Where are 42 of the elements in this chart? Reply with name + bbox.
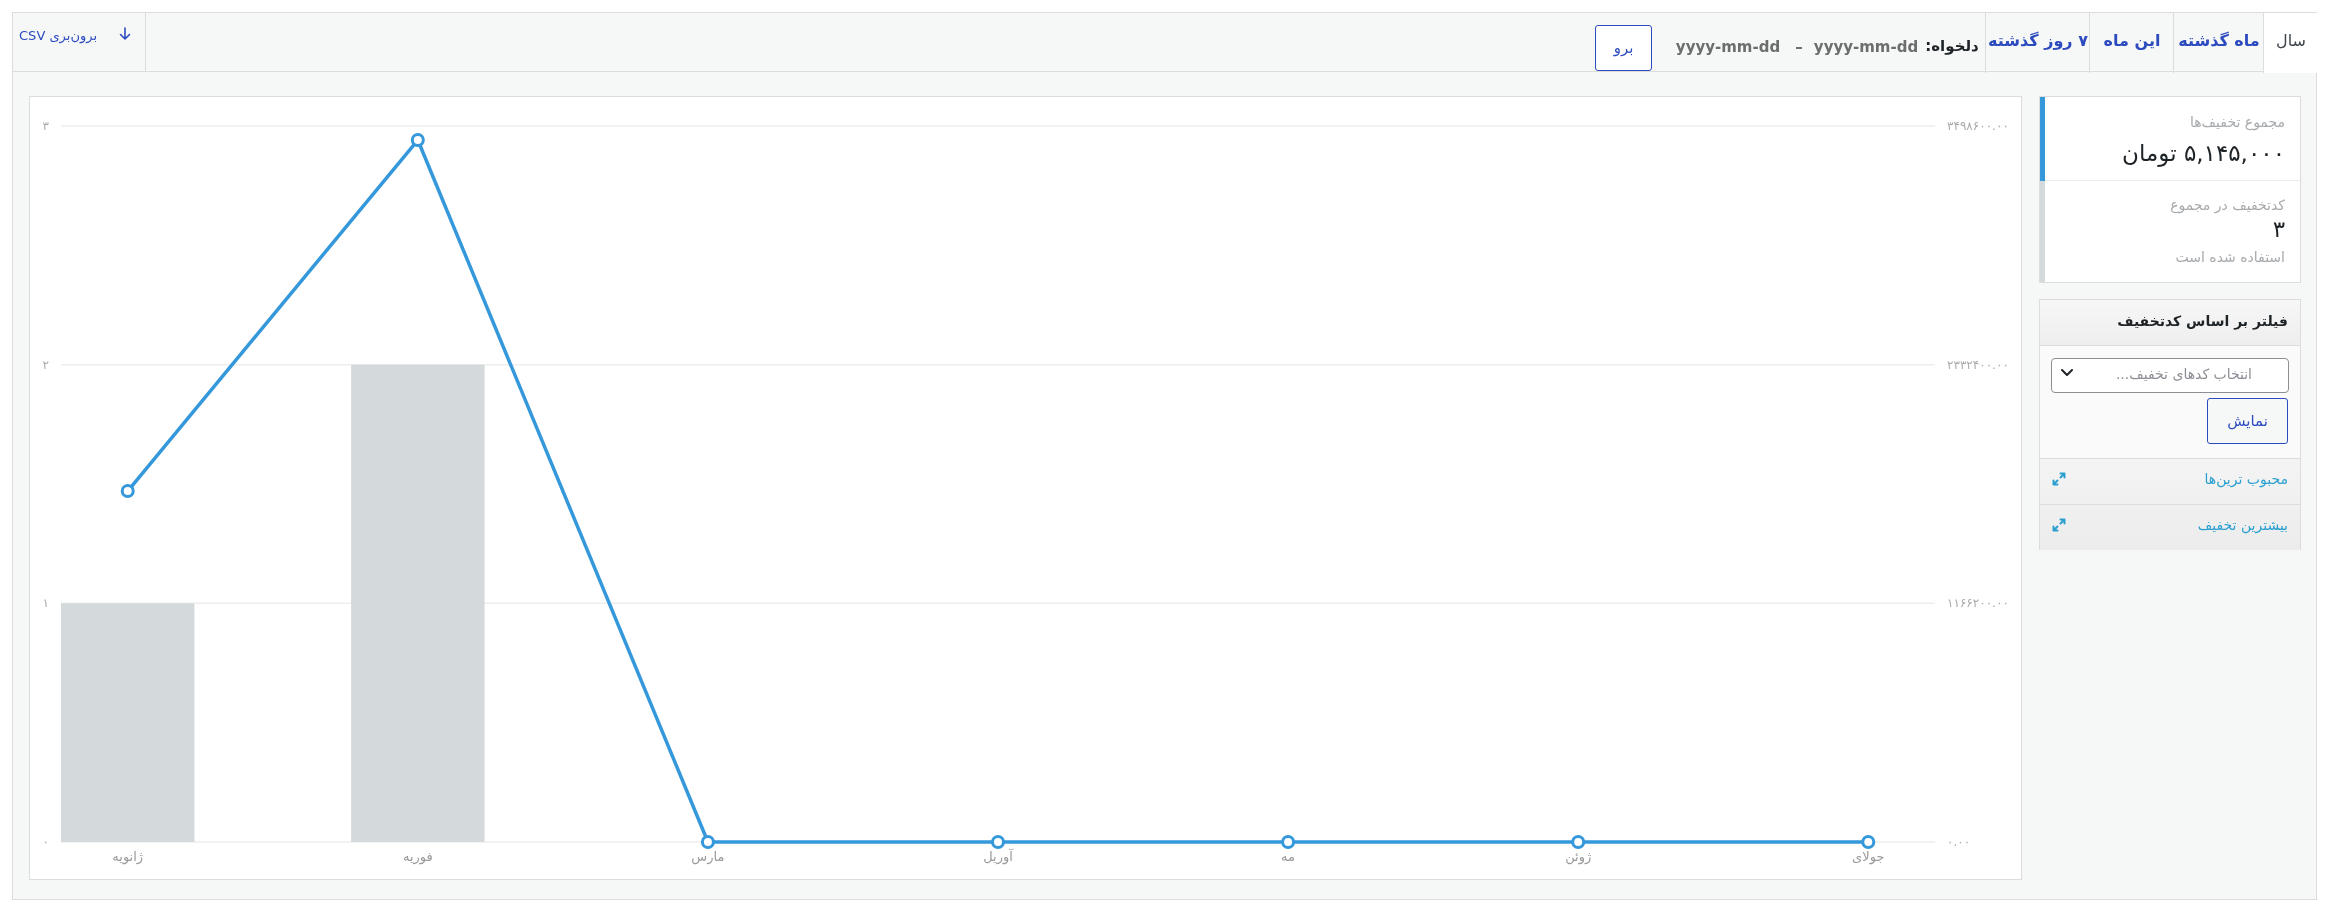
text: ۷ روز گذشته	[1988, 31, 2088, 50]
text: برون‌بری CSV	[19, 27, 97, 43]
text: yyyy-mm-dd	[1813, 37, 1919, 56]
x-tick-label: فوریه	[402, 848, 433, 865]
text: –	[1795, 37, 1803, 56]
point	[1571, 835, 1586, 849]
text: محبوب ترین‌ها	[2204, 471, 2288, 487]
point	[991, 835, 1005, 849]
point	[410, 133, 425, 148]
point	[1861, 835, 1876, 849]
text: برو	[1595, 25, 1652, 71]
y2-tick-label: ۱۱۶۶۲۰۰.۰۰	[1947, 596, 2009, 611]
y-tick-label: ۲	[42, 357, 49, 372]
x-tick-label: مارس	[691, 848, 725, 865]
x-tick-label: آوریل	[983, 847, 1015, 865]
text: ماه گذشته	[2178, 31, 2260, 50]
x-tick-label: ژانویه	[112, 848, 144, 865]
text: کدتخفیف در مجموع	[2170, 197, 2285, 213]
text: سال	[2276, 31, 2306, 50]
text: نمایش	[2207, 398, 2288, 444]
text: ۵,۱۴۵,۰۰۰ تومان	[2122, 139, 2285, 166]
y2-tick-label: ۲۳۳۲۴۰۰.۰۰	[1947, 357, 2009, 372]
x-tick-label: ژوئن	[1565, 848, 1592, 865]
x-tick-label: جولای	[1852, 848, 1885, 865]
text: این ماه	[2103, 31, 2161, 50]
x-tick-label: مه	[1281, 848, 1296, 864]
point	[1281, 835, 1296, 849]
text: yyyy-mm-dd	[1675, 37, 1781, 56]
y2-tick-label: ۳۴۹۸۶۰۰.۰۰	[1947, 119, 2009, 133]
text: بیشترین تخفیف	[2197, 517, 2288, 533]
text: دلخواه:	[1925, 36, 1979, 55]
text: انتخاب کدهای تخفیف...	[2115, 366, 2252, 382]
text: ۳	[2272, 215, 2285, 242]
y-tick-label: ۳	[42, 119, 50, 133]
point	[120, 484, 135, 499]
point	[700, 835, 715, 849]
y-tick-label: ۱	[42, 596, 49, 611]
y-tick-label: ۰	[42, 835, 49, 849]
y2-tick-label: ۰.۰۰	[1947, 835, 1971, 849]
text: فیلتر بر اساس کدتخفیف	[2117, 313, 2288, 329]
text: مجموع تخفیف‌ها	[2189, 114, 2285, 130]
text: استفاده شده است	[2175, 249, 2285, 265]
